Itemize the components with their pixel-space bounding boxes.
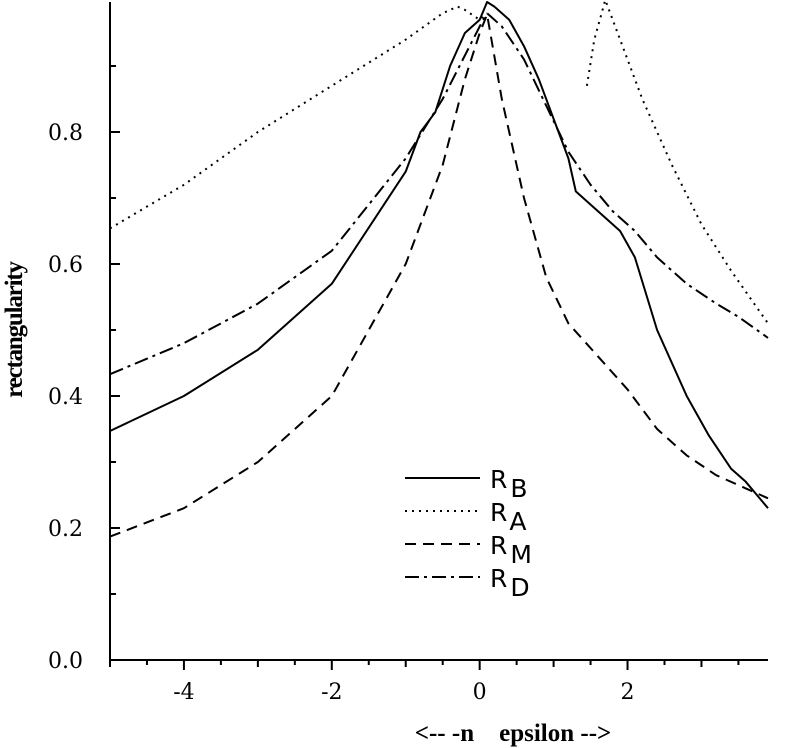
series-line-r-d (109, 12, 769, 376)
x-tick-label: -2 (321, 680, 342, 705)
x-tick-label: -4 (173, 680, 194, 705)
y-tick-label: 0.8 (48, 121, 83, 146)
y-tick-label: 0.0 (48, 649, 83, 674)
x-tick-label: 2 (621, 680, 635, 705)
series-layer (109, 0, 769, 538)
x-tick-label: 0 (473, 680, 487, 705)
x-axis-label: <-- -n epsilon --> (415, 720, 612, 747)
y-axis-label: rectangularity (1, 261, 28, 398)
y-tick-label: 0.6 (48, 253, 83, 278)
legend: R BR AR MR D (405, 465, 532, 602)
plot-area: 0.0 0.2 0.4 0.6 0.8 -4 -2 0 2 (48, 0, 769, 705)
series-line-r-b (109, 1, 769, 509)
tick-labels: 0.0 0.2 0.4 0.6 0.8 -4 -2 0 2 (48, 121, 635, 705)
y-tick-label: 0.4 (48, 385, 83, 410)
series-line-r-m (109, 13, 769, 538)
y-tick-label: 0.2 (48, 517, 83, 542)
axis-ticks (109, 65, 740, 670)
